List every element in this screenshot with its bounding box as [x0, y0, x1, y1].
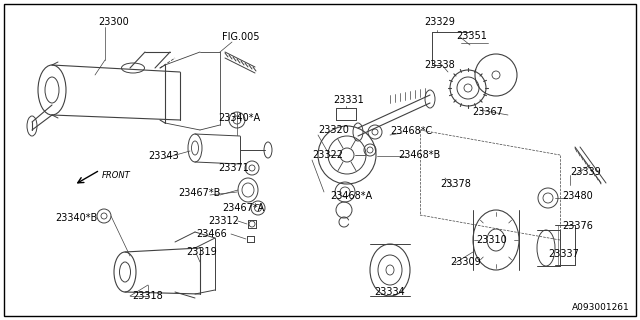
Text: 23338: 23338 [424, 60, 455, 70]
Text: 23309: 23309 [450, 257, 481, 267]
Text: 23340*B: 23340*B [55, 213, 97, 223]
Text: 23318: 23318 [132, 291, 163, 301]
Text: 23331: 23331 [333, 95, 364, 105]
Text: 23466: 23466 [196, 229, 227, 239]
Text: 23300: 23300 [98, 17, 129, 27]
Text: 23376: 23376 [562, 221, 593, 231]
Text: 23329: 23329 [424, 17, 455, 27]
Text: FRONT: FRONT [102, 172, 131, 180]
Text: 23337: 23337 [548, 249, 579, 259]
Text: 23334: 23334 [374, 287, 404, 297]
Text: 23468*B: 23468*B [398, 150, 440, 160]
Text: 23480: 23480 [562, 191, 593, 201]
Text: 23378: 23378 [440, 179, 471, 189]
Text: 23340*A: 23340*A [218, 113, 260, 123]
Text: 23468*A: 23468*A [330, 191, 372, 201]
Text: 23343: 23343 [148, 151, 179, 161]
Text: 23322: 23322 [312, 150, 343, 160]
Text: 23468*C: 23468*C [390, 126, 432, 136]
Text: 23371: 23371 [218, 163, 249, 173]
Text: 23319: 23319 [186, 247, 217, 257]
Text: 23310: 23310 [476, 235, 507, 245]
Text: 23320: 23320 [318, 125, 349, 135]
Text: 23312: 23312 [208, 216, 239, 226]
Text: FIG.005: FIG.005 [222, 32, 259, 42]
Text: A093001261: A093001261 [572, 303, 630, 312]
Text: 23467*A: 23467*A [222, 203, 264, 213]
Text: 23351: 23351 [456, 31, 487, 41]
Text: 23339: 23339 [570, 167, 601, 177]
Text: 23467*B: 23467*B [178, 188, 220, 198]
Text: 23367: 23367 [472, 107, 503, 117]
